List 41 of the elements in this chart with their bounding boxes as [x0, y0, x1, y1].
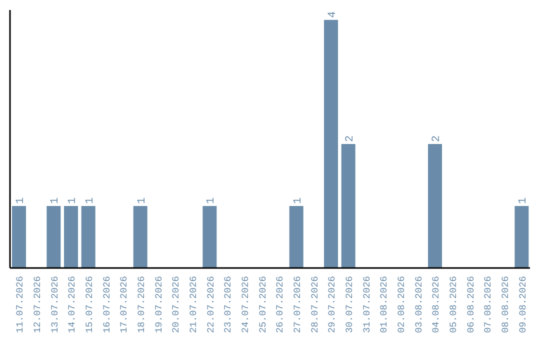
x-tick-label: 23.07.2026: [222, 276, 234, 334]
x-tick-label: 08.08.2026: [500, 276, 511, 334]
x-tick-label: 29.07.2026: [326, 276, 338, 334]
x-tick-label: 15.07.2026: [84, 276, 95, 334]
data-label: 1: [15, 196, 27, 204]
x-tick-label: 19.07.2026: [153, 276, 164, 334]
x-tick-label: 24.07.2026: [240, 276, 251, 334]
x-tick-label: 26.07.2026: [274, 276, 286, 334]
x-tick-label: 07.08.2026: [482, 276, 494, 334]
data-label: 1: [518, 196, 530, 204]
x-tick-label: 27.07.2026: [292, 276, 303, 334]
x-tick-label: 09.08.2026: [517, 276, 528, 334]
x-tick-label: 02.08.2026: [396, 276, 407, 334]
x-tick-label: 03.08.2026: [413, 276, 424, 334]
x-tick-label: 13.07.2026: [49, 276, 60, 334]
x-tick-label: 14.07.2026: [66, 276, 78, 334]
x-tick-label: 31.07.2026: [361, 276, 372, 334]
x-tick-label: 18.07.2026: [136, 276, 147, 334]
x-tick-label: 12.07.2026: [32, 276, 43, 334]
data-label: 1: [50, 196, 62, 204]
x-tick-label: 25.07.2026: [257, 276, 268, 334]
x-tick-label: 30.07.2026: [344, 276, 355, 334]
x-tick-label: 28.07.2026: [309, 276, 320, 334]
data-label: 1: [67, 196, 79, 204]
data-label: 2: [344, 135, 356, 142]
x-tick-label: 21.07.2026: [188, 276, 199, 334]
x-tick-label: 05.08.2026: [448, 276, 459, 334]
x-tick-label: 11.07.2026: [14, 276, 26, 334]
x-tick-label: 04.08.2026: [430, 276, 442, 334]
data-label: 1: [84, 196, 96, 204]
data-label: 1: [292, 196, 304, 204]
x-tick-label: 16.07.2026: [101, 276, 112, 334]
x-tick-label: 01.08.2026: [378, 276, 390, 334]
x-tick-label: 20.07.2026: [170, 276, 182, 334]
x-tick-label: 06.08.2026: [465, 276, 476, 334]
data-label: 1: [206, 196, 218, 204]
x-tick-label: 22.07.2026: [205, 276, 216, 334]
data-label: 1: [136, 196, 148, 204]
data-label: 2: [431, 135, 443, 142]
x-tick-label: 17.07.2026: [118, 276, 130, 334]
data-label: 4: [327, 10, 339, 18]
